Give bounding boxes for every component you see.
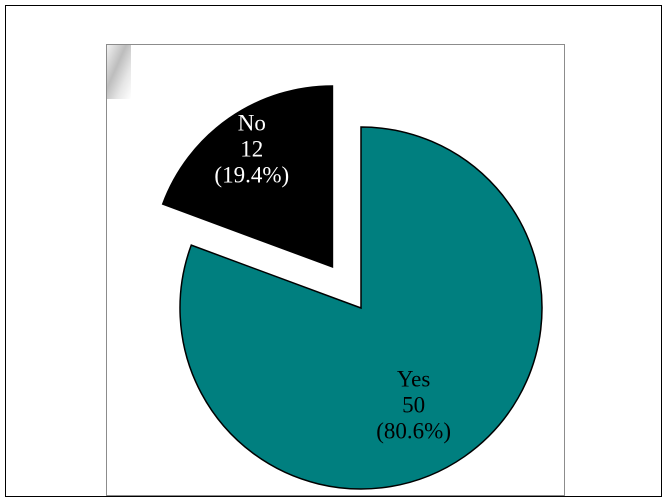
pie-slice-no: [161, 85, 334, 269]
slice-label-value-no: 12: [240, 136, 263, 161]
slice-label-percent-no: (19.4%): [214, 162, 289, 187]
slice-label-percent-yes: (80.6%): [376, 418, 451, 443]
corner-texture-decoration: [107, 45, 131, 99]
pie-slices: [161, 85, 543, 490]
slice-label-value-yes: 50: [402, 392, 425, 417]
slice-label-name-yes: Yes: [397, 366, 431, 391]
slice-label-name-no: No: [238, 110, 266, 135]
pie-slice-yes: [179, 126, 543, 490]
